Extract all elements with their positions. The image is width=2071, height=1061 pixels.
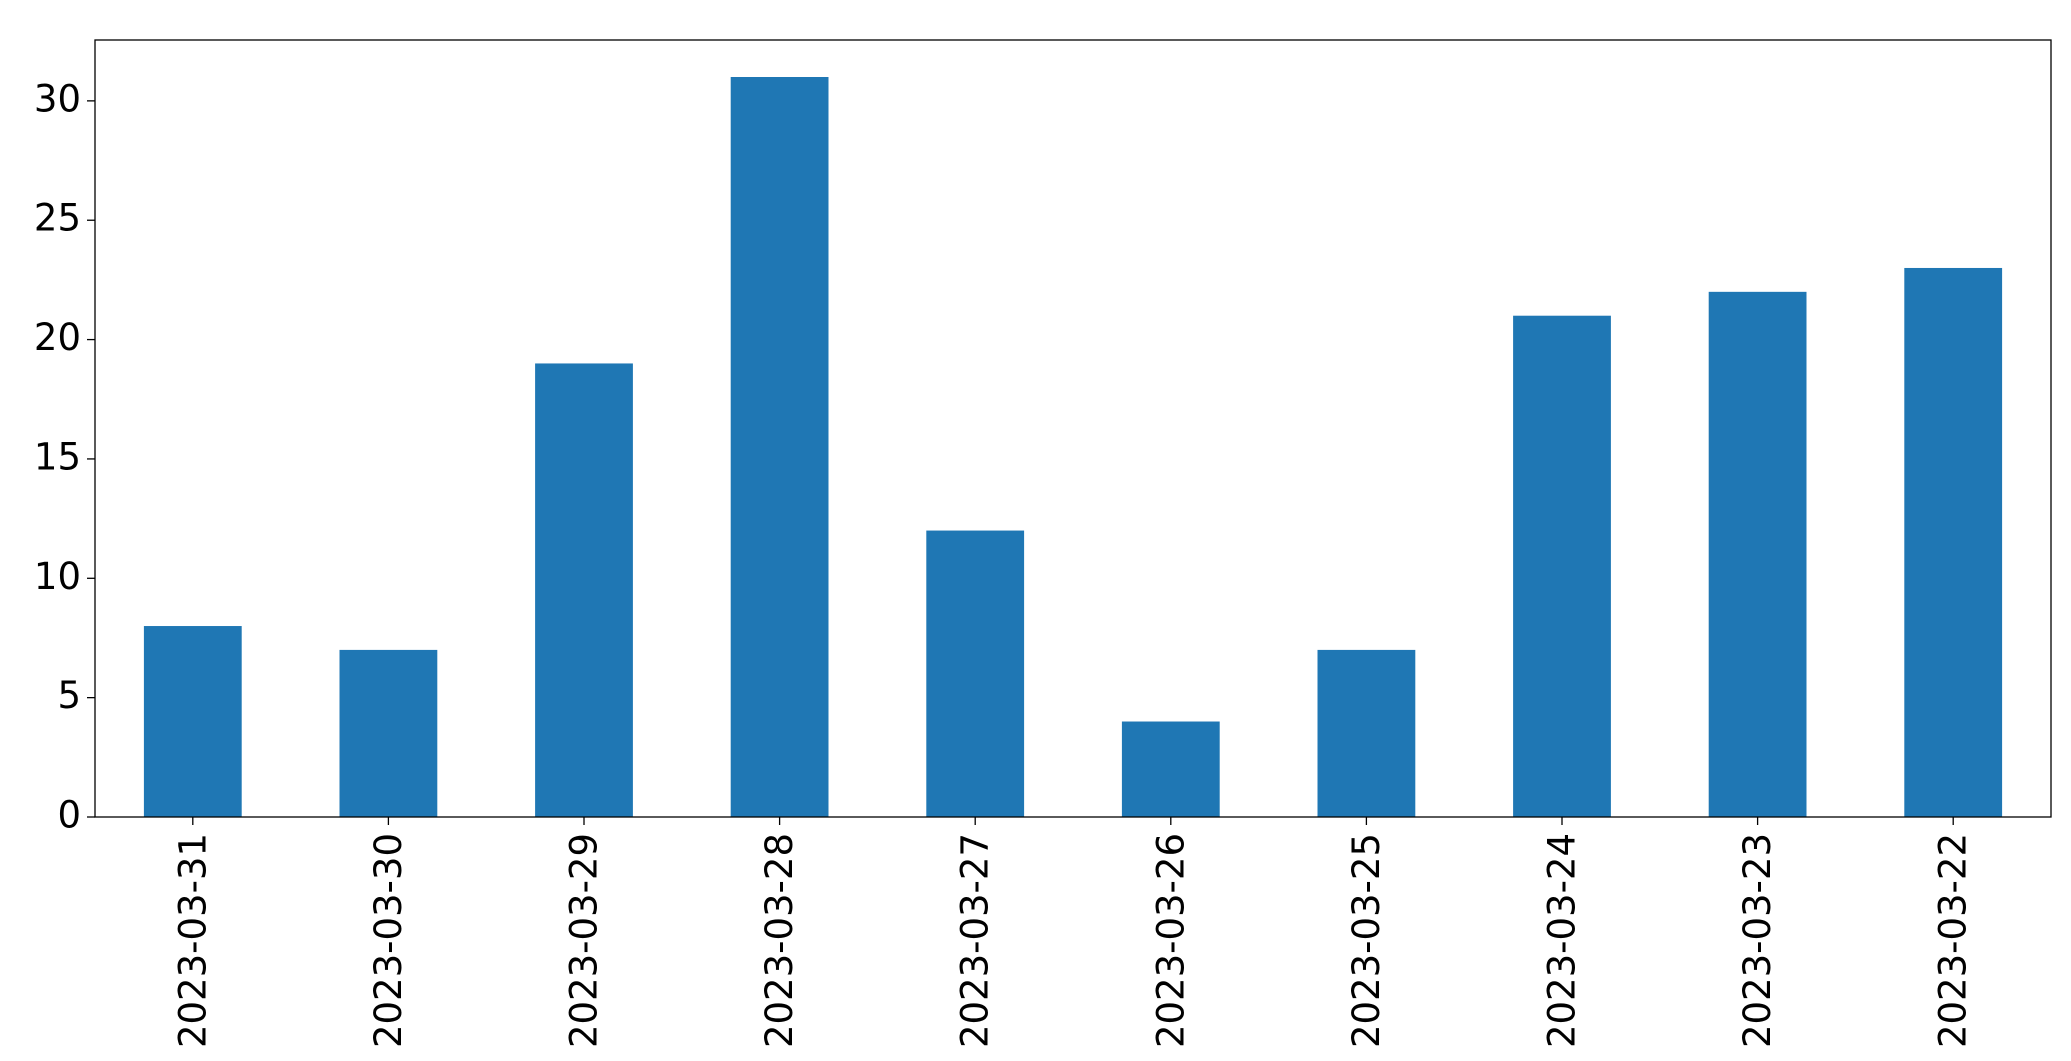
bar: [1513, 315, 1611, 817]
x-tick-label: 2023-03-23: [1736, 833, 1779, 1048]
y-tick-label: 10: [34, 555, 81, 598]
x-tick-label: 2023-03-25: [1345, 833, 1388, 1048]
y-tick-label: 0: [57, 794, 81, 837]
bar: [1317, 649, 1416, 817]
x-tick-label: 2023-03-22: [1932, 833, 1975, 1048]
bar: [730, 77, 829, 817]
bar: [339, 649, 438, 817]
x-tick-label: 2023-03-27: [954, 833, 997, 1048]
y-tick-label: 15: [34, 435, 81, 478]
bar: [1121, 721, 1220, 817]
x-tick-label: 2023-03-29: [563, 833, 606, 1048]
y-tick-label: 20: [34, 316, 81, 359]
bar: [1904, 267, 2003, 817]
bar: [535, 363, 633, 817]
bar: [143, 626, 242, 817]
y-tick-label: 30: [34, 77, 81, 120]
y-tick-label: 5: [57, 674, 81, 717]
bar: [926, 530, 1025, 817]
x-tick-label: 2023-03-26: [1149, 833, 1192, 1048]
x-tick-label: 2023-03-24: [1541, 833, 1584, 1048]
x-tick-label: 2023-03-30: [367, 833, 410, 1048]
y-tick-label: 25: [34, 197, 81, 240]
bar: [1708, 291, 1807, 817]
x-tick-label: 2023-03-28: [758, 833, 801, 1048]
x-tick-label: 2023-03-31: [171, 833, 214, 1048]
plot-frame: [94, 39, 2052, 818]
